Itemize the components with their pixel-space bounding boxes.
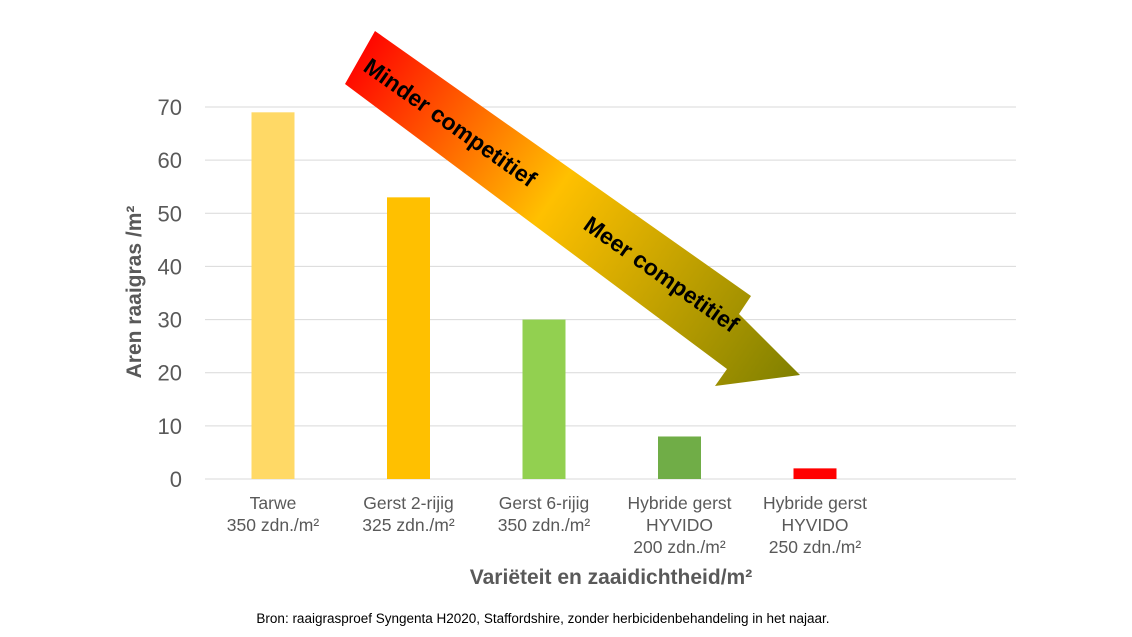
gridlines bbox=[205, 106, 1016, 480]
y-axis-ticks: 0 10 20 30 40 50 60 70 bbox=[158, 95, 182, 492]
y-tick-label: 60 bbox=[158, 148, 182, 173]
x-category-label: Hybride gerst HYVIDO 250 zdn./m² bbox=[763, 493, 867, 557]
y-tick-label: 30 bbox=[158, 308, 182, 333]
x-axis-categories: Tarwe 350 zdn./m² Gerst 2-rijig 325 zdn./m²… bbox=[227, 493, 867, 557]
bar-3 bbox=[522, 319, 566, 479]
bars bbox=[251, 112, 837, 480]
arrow-start-label: Minder competitief bbox=[359, 53, 541, 192]
y-tick-label: 70 bbox=[158, 95, 182, 120]
y-axis-title: Aren raaigras /m² bbox=[123, 206, 146, 379]
y-tick-label: 10 bbox=[158, 414, 182, 439]
y-tick-label: 20 bbox=[158, 361, 182, 386]
y-tick-label: 50 bbox=[158, 201, 182, 226]
x-category-label: Tarwe 350 zdn./m² bbox=[227, 493, 320, 535]
y-tick-label: 0 bbox=[170, 467, 182, 492]
y-tick-label: 40 bbox=[158, 254, 182, 279]
bar-2 bbox=[387, 197, 430, 480]
x-axis-title: Variëteit en zaaidichtheid/m² bbox=[470, 566, 752, 589]
source-note: Bron: raaigrasproef Syngenta H2020, Staf… bbox=[256, 611, 830, 626]
x-category-label: Gerst 2-rijig 325 zdn./m² bbox=[362, 493, 455, 535]
arrow-shape bbox=[345, 31, 800, 386]
x-category-label: Hybride gerst HYVIDO 200 zdn./m² bbox=[627, 493, 731, 557]
bar-5 bbox=[793, 468, 837, 479]
bar-4 bbox=[658, 436, 701, 479]
x-category-label: Gerst 6-rijig 350 zdn./m² bbox=[498, 493, 591, 535]
bar-1 bbox=[251, 112, 295, 480]
